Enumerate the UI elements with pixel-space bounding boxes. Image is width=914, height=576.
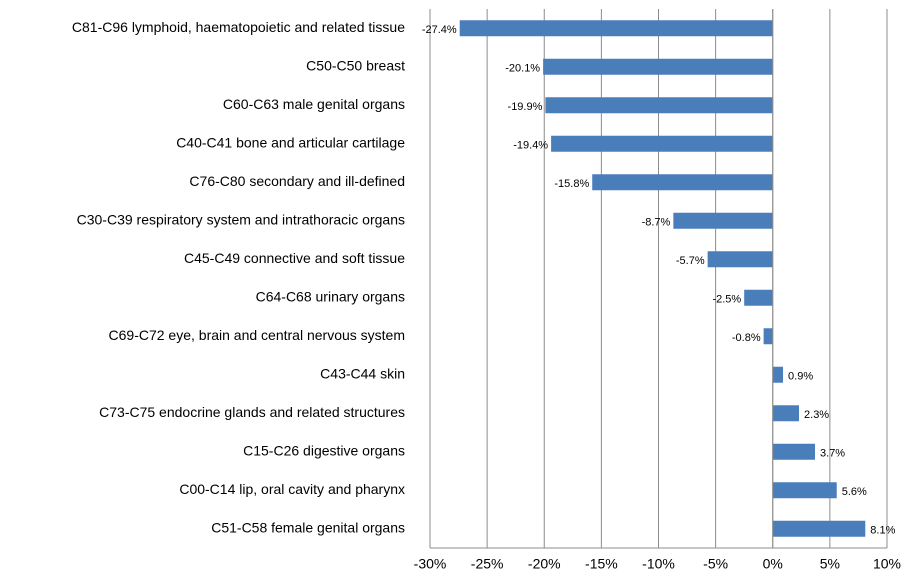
category-label: C50-C50 breast xyxy=(306,57,405,73)
value-label: 0.9% xyxy=(788,371,813,383)
bar xyxy=(673,212,773,229)
x-tick-label: -25% xyxy=(471,556,504,572)
bar xyxy=(543,58,773,75)
bar xyxy=(592,174,773,191)
category-label: C76-C80 secondary and ill-defined xyxy=(189,173,405,189)
value-label: -15.8% xyxy=(554,178,589,190)
category-label: C00-C14 lip, oral cavity and pharynx xyxy=(179,481,405,497)
value-label: 8.1% xyxy=(870,525,895,537)
category-label: C69-C72 eye, brain and central nervous s… xyxy=(109,327,405,343)
value-label: -19.4% xyxy=(513,140,548,152)
value-label: 5.6% xyxy=(842,486,867,498)
value-label: -5.7% xyxy=(676,255,705,267)
bar xyxy=(551,135,773,152)
value-label: -19.9% xyxy=(508,101,543,113)
x-tick-label: 5% xyxy=(820,556,840,572)
x-tick-label: 10% xyxy=(873,556,901,572)
category-label: C51-C58 female genital organs xyxy=(211,519,405,535)
x-tick-label: -5% xyxy=(703,556,728,572)
value-label: -8.7% xyxy=(642,217,671,229)
bar xyxy=(459,20,773,37)
value-label: -2.5% xyxy=(712,294,741,306)
category-label: C73-C75 endocrine glands and related str… xyxy=(99,404,405,420)
value-label: 3.7% xyxy=(820,448,845,460)
x-tick-label: -20% xyxy=(528,556,561,572)
bar xyxy=(772,520,866,537)
bar xyxy=(545,97,773,114)
value-label: -20.1% xyxy=(505,63,540,75)
category-label: C81-C96 lymphoid, haematopoietic and rel… xyxy=(72,19,405,35)
category-label: C64-C68 urinary organs xyxy=(256,288,405,304)
bar xyxy=(772,405,800,422)
category-label: C40-C41 bone and articular cartilage xyxy=(176,134,405,150)
value-label: 2.3% xyxy=(804,409,829,421)
category-label: C45-C49 connective and soft tissue xyxy=(184,250,405,266)
category-label: C15-C26 digestive organs xyxy=(243,442,405,458)
category-label: C60-C63 male genital organs xyxy=(223,96,405,112)
bar xyxy=(763,328,773,345)
bar xyxy=(772,443,816,460)
category-label: C30-C39 respiratory system and intrathor… xyxy=(77,211,405,227)
bar xyxy=(707,251,773,268)
value-label: -27.4% xyxy=(422,24,457,36)
value-label: -0.8% xyxy=(732,332,761,344)
bar xyxy=(772,366,784,383)
x-tick-label: -30% xyxy=(414,556,447,572)
x-tick-label: -10% xyxy=(642,556,675,572)
bar xyxy=(744,289,773,306)
category-label: C43-C44 skin xyxy=(320,365,405,381)
bar xyxy=(772,482,837,499)
x-tick-label: 0% xyxy=(763,556,783,572)
x-tick-label: -15% xyxy=(585,556,618,572)
